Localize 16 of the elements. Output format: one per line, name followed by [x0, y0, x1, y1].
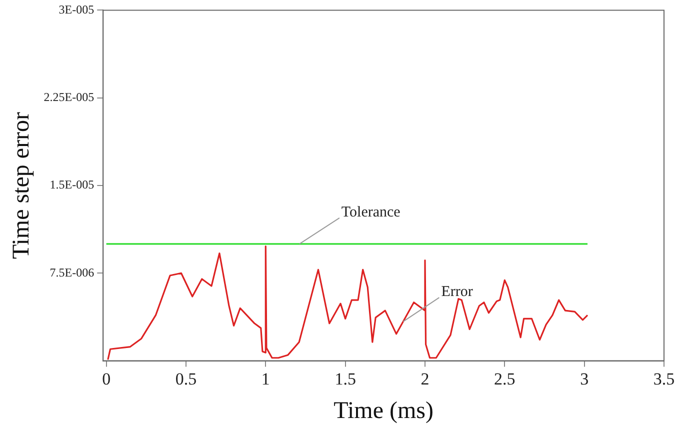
y-tick-label: 2.25E-005: [44, 90, 94, 104]
x-tick-label: 0.5: [175, 369, 197, 388]
x-tick-label: 1: [261, 369, 270, 388]
x-axis-title: Time (ms): [334, 398, 434, 424]
y-tick-label: 1.5E-005: [50, 178, 94, 192]
y-axis-title: Time step error: [8, 112, 35, 260]
x-tick-label: 2: [420, 369, 430, 388]
x-tick-label: 0: [102, 369, 111, 388]
x-tick-label: 3: [580, 369, 589, 388]
y-tick-label: 7.5E-006: [50, 265, 94, 280]
y-tick-label: 3E-005: [58, 2, 94, 16]
x-tick-label: 3.5: [653, 369, 675, 388]
series-label: Error: [441, 284, 473, 300]
x-tick-label: 1.5: [334, 369, 356, 388]
series-label: Tolerance: [341, 204, 401, 220]
x-tick-label: 2.5: [494, 369, 516, 388]
